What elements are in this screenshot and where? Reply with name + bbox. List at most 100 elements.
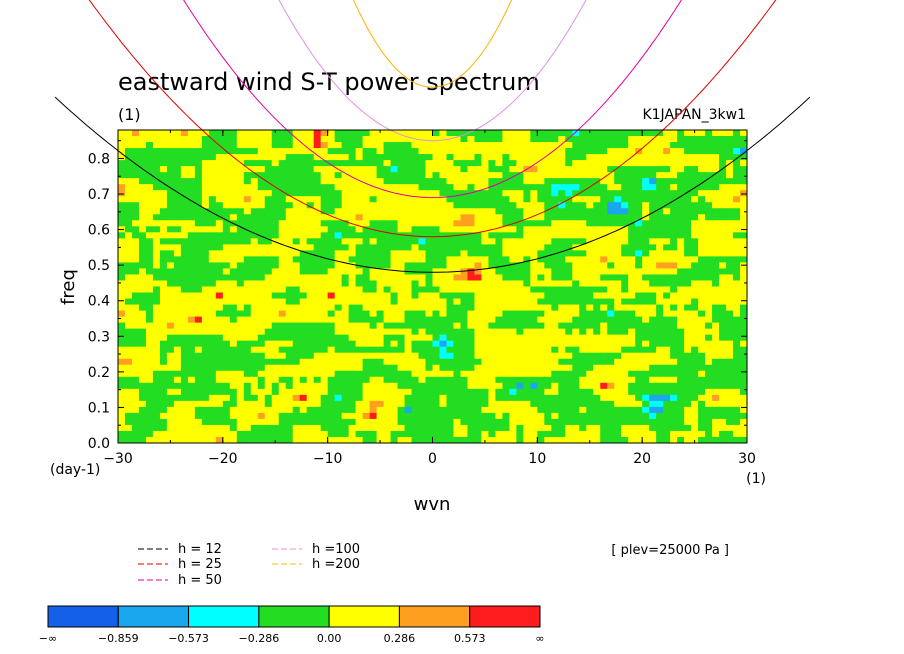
heatmap-cell xyxy=(558,226,566,233)
heatmap-cell xyxy=(733,262,741,270)
heatmap-cell xyxy=(712,148,720,155)
heatmap-cell xyxy=(257,364,266,372)
heatmap-cell xyxy=(362,268,371,276)
heatmap-cell xyxy=(383,370,392,378)
heatmap-cell xyxy=(565,376,573,384)
heatmap-cell xyxy=(292,226,301,233)
heatmap-cell xyxy=(516,220,524,227)
heatmap-cell xyxy=(348,250,357,257)
heatmap-cell xyxy=(362,400,371,408)
heatmap-cell xyxy=(677,256,685,264)
heatmap-cell xyxy=(670,394,678,402)
heatmap-cell xyxy=(264,376,273,384)
heatmap-cell xyxy=(614,244,622,251)
heatmap-cell xyxy=(572,244,580,251)
heatmap-cell xyxy=(341,346,350,354)
heatmap-cell xyxy=(418,208,427,215)
heatmap-cell xyxy=(446,370,455,378)
heatmap-cell xyxy=(705,406,713,414)
heatmap-cell xyxy=(670,256,678,264)
heatmap-cell xyxy=(201,226,210,233)
heatmap-cell xyxy=(628,280,636,288)
heatmap-cell xyxy=(369,154,378,161)
heatmap-cell xyxy=(138,370,147,378)
heatmap-cell xyxy=(390,292,399,300)
heatmap-cell xyxy=(376,262,385,270)
heatmap-cell xyxy=(173,184,182,191)
heatmap-cell xyxy=(173,280,182,288)
heatmap-cell xyxy=(642,268,650,276)
heatmap-cell xyxy=(390,262,399,270)
heatmap-cell xyxy=(194,394,203,402)
heatmap-cell xyxy=(691,316,699,324)
heatmap-cell xyxy=(705,292,713,300)
heatmap-cell xyxy=(670,142,678,149)
heatmap-cell xyxy=(551,334,559,342)
heatmap-cell xyxy=(404,238,413,245)
heatmap-cell xyxy=(712,262,720,270)
heatmap-cell xyxy=(341,238,350,245)
heatmap-cell xyxy=(607,250,615,257)
heatmap-cell xyxy=(313,406,322,414)
heatmap-cell xyxy=(236,388,245,396)
heatmap-cell xyxy=(320,322,329,330)
heatmap-cell xyxy=(740,310,747,318)
heatmap-cell xyxy=(418,376,427,384)
heatmap-cell xyxy=(600,292,608,300)
heatmap-cell xyxy=(698,376,706,384)
heatmap-cell xyxy=(446,148,455,155)
heatmap-cell xyxy=(593,190,601,197)
heatmap-cell xyxy=(376,400,385,408)
heatmap-cell xyxy=(488,430,496,438)
heatmap-cell xyxy=(285,136,294,143)
heatmap-cell xyxy=(481,292,490,300)
heatmap-cell xyxy=(572,220,580,227)
heatmap-cell xyxy=(656,412,664,420)
heatmap-cell xyxy=(642,298,650,306)
heatmap-cell xyxy=(670,202,678,209)
heatmap-cell xyxy=(222,388,231,396)
heatmap-cell xyxy=(733,412,741,420)
heatmap-cell xyxy=(663,418,671,426)
heatmap-cell xyxy=(656,394,664,402)
heatmap-cell xyxy=(628,346,636,354)
heatmap-cell xyxy=(642,418,650,426)
heatmap-cell xyxy=(180,274,189,282)
heatmap-cell xyxy=(411,424,420,432)
heatmap-cell xyxy=(299,370,308,378)
heatmap-cell xyxy=(418,310,427,318)
heatmap-cell xyxy=(271,232,280,239)
heatmap-cell xyxy=(180,136,189,143)
heatmap-cell xyxy=(684,328,692,336)
heatmap-cell xyxy=(446,388,455,396)
heatmap-cell xyxy=(726,370,734,378)
heatmap-cell xyxy=(558,136,566,143)
heatmap-cell xyxy=(166,136,175,143)
heatmap-cell xyxy=(320,262,329,270)
heatmap-cell xyxy=(250,262,259,270)
heatmap-cell xyxy=(138,286,147,294)
heatmap-cell xyxy=(726,400,734,408)
heatmap-cell xyxy=(243,286,252,294)
heatmap-cell xyxy=(698,340,706,348)
heatmap-cell xyxy=(138,304,147,312)
heatmap-cell xyxy=(362,160,371,167)
heatmap-cell xyxy=(271,190,280,197)
heatmap-cell xyxy=(236,310,245,318)
heatmap-cell xyxy=(145,238,154,245)
heatmap-cell xyxy=(306,430,315,438)
heatmap-cell xyxy=(530,388,538,396)
heatmap-cell xyxy=(411,418,420,426)
heatmap-cell xyxy=(292,130,301,137)
heatmap-cell xyxy=(320,400,329,408)
heatmap-cell xyxy=(180,268,189,276)
heatmap-cell xyxy=(152,262,161,270)
heatmap-cell xyxy=(285,184,294,191)
heatmap-cell xyxy=(488,220,496,227)
heatmap-cell xyxy=(663,238,671,245)
heatmap-cell xyxy=(733,256,741,264)
heatmap-cell xyxy=(236,262,245,270)
heatmap-cell xyxy=(523,226,531,233)
heatmap-cell xyxy=(299,196,308,203)
heatmap-cell xyxy=(502,220,510,227)
